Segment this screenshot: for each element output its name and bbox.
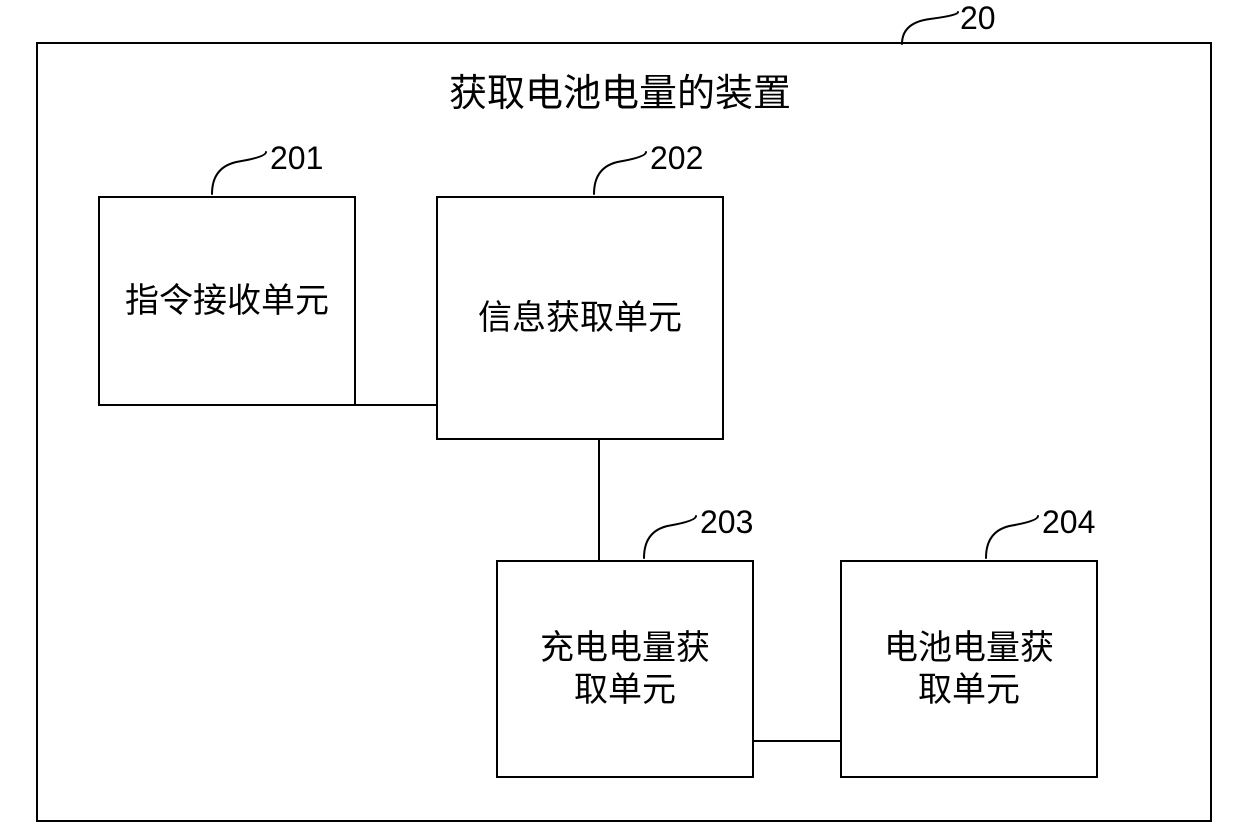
node-label: 信息获取单元 — [478, 297, 682, 340]
ref-number-203: 203 — [700, 504, 753, 541]
node-instruction-receiving-unit: 指令接收单元 — [98, 196, 356, 406]
ref-number-201: 201 — [270, 140, 323, 177]
node-battery-power-acquisition-unit: 电池电量获取单元 — [840, 560, 1098, 778]
node-label: 充电电量获取单元 — [540, 627, 710, 712]
ref-bracket-203 — [642, 514, 698, 560]
diagram-canvas: 20 获取电池电量的装置 指令接收单元 201 信息获取单元 202 充电电量获… — [0, 0, 1240, 836]
diagram-title: 获取电池电量的装置 — [340, 62, 900, 117]
ref-bracket-202 — [592, 150, 648, 196]
connector-202-to-203 — [598, 440, 600, 560]
connector-201-to-202 — [356, 404, 436, 406]
outer-ref-number: 20 — [960, 0, 996, 37]
node-charging-power-acquisition-unit: 充电电量获取单元 — [496, 560, 754, 778]
node-information-acquisition-unit: 信息获取单元 — [436, 196, 724, 440]
outer-ref-bracket — [900, 10, 960, 46]
node-label: 电池电量获取单元 — [884, 627, 1054, 712]
node-label: 指令接收单元 — [125, 280, 329, 323]
connector-203-to-204 — [754, 740, 840, 742]
ref-bracket-204 — [984, 514, 1040, 560]
ref-bracket-201 — [210, 150, 268, 196]
ref-number-204: 204 — [1042, 504, 1095, 541]
ref-number-202: 202 — [650, 140, 703, 177]
